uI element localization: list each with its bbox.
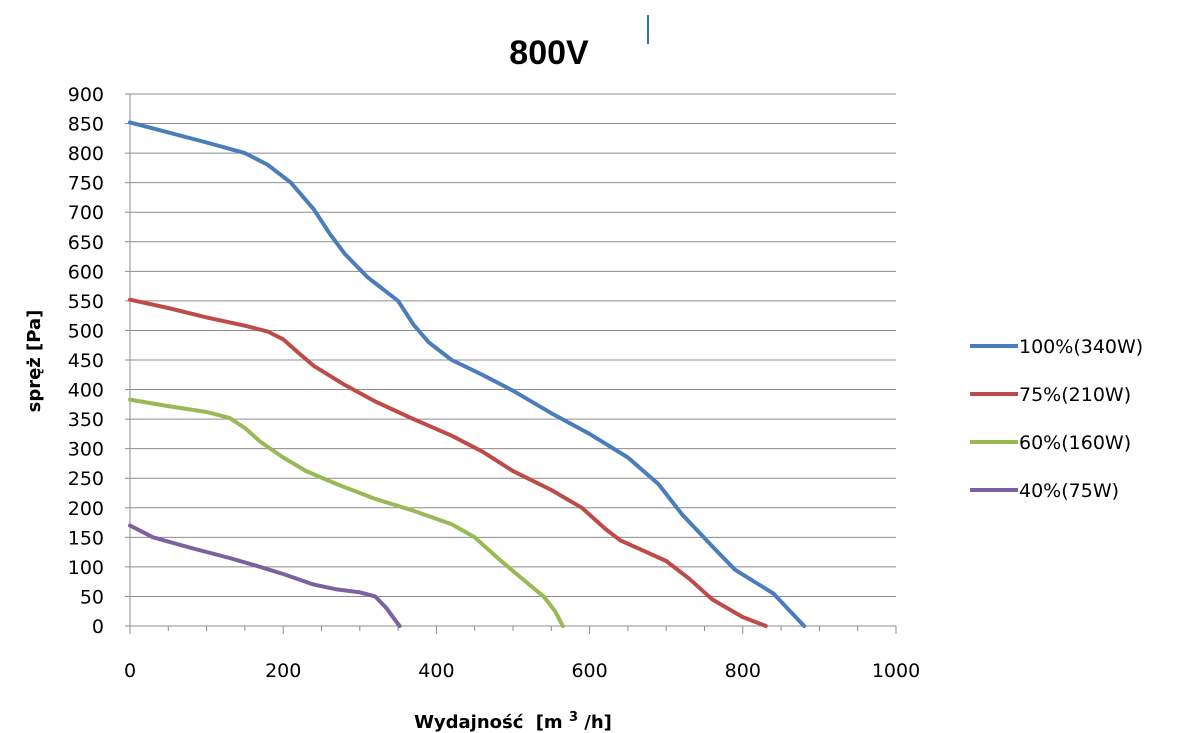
- y-tick-label-350: 350: [68, 409, 104, 431]
- y-tick-label-750: 750: [68, 173, 104, 195]
- gridlines: [130, 93, 896, 597]
- x-tick-label-600: 600: [571, 660, 607, 682]
- y-tick-label-50: 50: [80, 586, 104, 608]
- legend-label-3: 60%(160W): [1019, 432, 1131, 454]
- series-line-2: [128, 297, 768, 628]
- legend: 100%(340W) 75%(210W) 60%(160W) 40%(75W): [970, 336, 1143, 502]
- chart-title: 800V: [509, 34, 589, 72]
- legend-label-4: 40%(75W): [1019, 480, 1119, 502]
- x-tick-label-200: 200: [265, 660, 301, 682]
- legend-label-2: 75%(210W): [1019, 384, 1131, 406]
- y-tick-label-900: 900: [68, 84, 104, 106]
- y-tick-label-400: 400: [68, 380, 104, 402]
- x-tick-label-1000: 1000: [872, 660, 920, 682]
- x-tick-labels: 0 200 400 600 800 1000: [124, 660, 920, 682]
- y-tick-label-200: 200: [68, 498, 104, 520]
- x-axis-label-unit-suffix: /h]: [584, 712, 612, 733]
- x-axis-label-main: Wydajność: [414, 712, 524, 733]
- y-tick-label-150: 150: [68, 527, 104, 549]
- y-tick-labels: 0 50 100 150 200 250 300 350 400 450 500 550 600 650 7…: [68, 84, 104, 638]
- y-tick-label-450: 450: [68, 350, 104, 372]
- y-axis-label: spręż [Pa]: [24, 310, 45, 413]
- x-axis-label-unit-superscript: 3: [569, 710, 578, 725]
- y-tick-label-600: 600: [68, 261, 104, 283]
- x-tick-label-400: 400: [418, 660, 454, 682]
- y-tick-label-500: 500: [68, 320, 104, 342]
- legend-label-1: 100%(340W): [1019, 336, 1143, 358]
- y-tick-label-0: 0: [92, 616, 104, 638]
- x-axis-label-unit: [m: [536, 712, 563, 733]
- series-line-4: [128, 523, 402, 628]
- y-tick-label-650: 650: [68, 232, 104, 254]
- y-tick-label-800: 800: [68, 143, 104, 165]
- x-axis-label: Wydajność [m 3 /h]: [414, 705, 612, 733]
- axes: [125, 93, 897, 634]
- y-tick-label-250: 250: [68, 468, 104, 490]
- y-tick-label-550: 550: [68, 291, 104, 313]
- y-tick-label-100: 100: [68, 557, 104, 579]
- series-line-1: [128, 120, 807, 628]
- x-tick-label-0: 0: [124, 660, 136, 682]
- series-lines: [128, 120, 807, 628]
- x-tick-label-800: 800: [725, 660, 761, 682]
- series-line-3: [128, 397, 565, 628]
- y-tick-label-850: 850: [68, 114, 104, 136]
- y-tick-label-700: 700: [68, 202, 104, 224]
- y-tick-label-300: 300: [68, 439, 104, 461]
